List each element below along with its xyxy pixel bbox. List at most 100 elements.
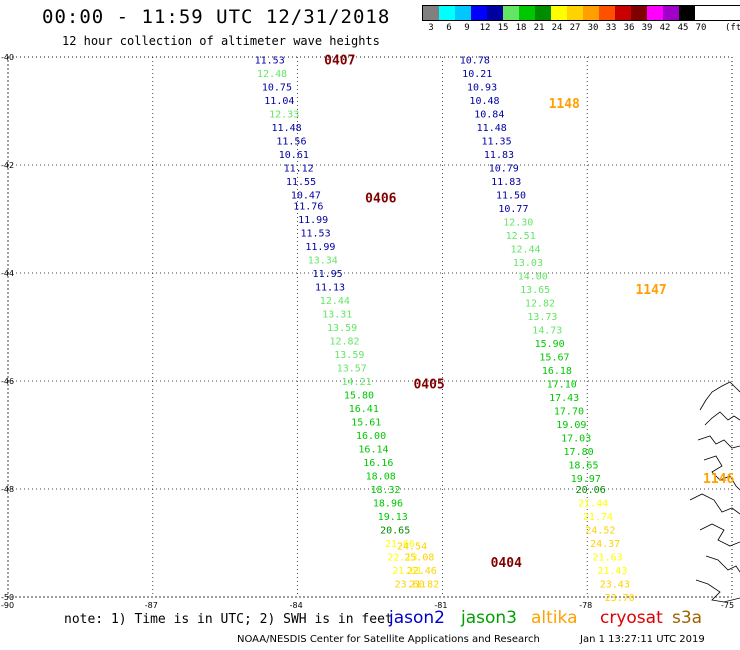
legend-swatch [567,6,583,20]
swh-value: 16.18 [542,366,572,377]
swh-value: 19.97 [571,474,601,485]
legend-swatch [599,6,615,20]
page-title: 00:00 - 11:59 UTC 12/31/2018 [42,6,391,28]
swh-value: 18.65 [568,461,598,472]
legend-label: 27 [569,23,581,33]
swh-value: 11.13 [315,283,345,294]
swh-value: 10.78 [460,56,490,67]
swh-value: 17.43 [549,393,579,404]
swh-value: 13.73 [527,312,557,323]
legend-label: 3 [428,23,434,33]
swh-value: 23.43 [600,580,630,591]
lat-tick-label: -44 [1,269,14,278]
legend-swatch [631,6,647,20]
legend-label: 70 [695,23,707,33]
swh-value: 12.51 [506,231,536,242]
legend-label: 15 [497,23,509,33]
swh-value: 11.56 [276,137,306,148]
swh-value: 19.13 [378,512,408,523]
track-label: 0405 [413,378,444,393]
swh-value: 10.48 [469,96,499,107]
coastline [689,381,740,603]
legend-swatch [663,6,679,20]
legend-swatch [615,6,631,20]
track-labels: 04070406040504041148114711461149 [324,54,734,571]
legend-label: 39 [641,23,653,33]
swh-value: 14.00 [518,272,548,283]
swh-value: 10.93 [467,83,497,94]
legend-swatch [423,6,439,20]
lon-tick-label: -87 [145,601,158,610]
swh-value: 21.61 [392,566,422,577]
swh-value: 11.48 [477,123,507,134]
legend-swatch [535,6,551,20]
track-label: 1148 [549,97,580,112]
swh-value: 11.53 [255,56,285,67]
swh-value: 11.55 [286,177,316,188]
swh-value: 12.82 [329,337,359,348]
swh-value: 12.30 [503,218,533,229]
swh-value: 14.21 [342,377,372,388]
swh-value: 12.48 [257,69,287,80]
swh-value: 18.08 [366,472,396,483]
legend-swatches [422,5,740,21]
lon-tick-label: -90 [1,601,14,610]
lat-tick-label: -42 [1,161,14,170]
lon-tick-label: -78 [579,601,592,610]
page-subtitle: 12 hour collection of altimeter wave hei… [62,34,380,48]
legend-swatch [647,6,663,20]
satellite-label-cryosat: cryosat [600,608,663,628]
lat-tick-label: -40 [1,53,14,62]
legend-label: 30 [587,23,599,33]
swh-value: 10.21 [462,69,492,80]
swh-value: 11.99 [298,215,328,226]
lat-tick-label: -48 [1,485,14,494]
swh-value: 11.35 [481,137,511,148]
lon-tick-label: -81 [434,601,447,610]
swh-value: 16.00 [356,431,386,442]
swh-value: 18.96 [373,499,403,510]
swh-value: 21.74 [583,512,613,523]
swh-value: 18.32 [370,485,400,496]
legend-label: 33 [605,23,617,33]
legend-label: 9 [464,23,470,33]
swh-value: 10.77 [498,204,528,215]
lon-tick-label: -75 [721,601,734,610]
satellite-label-s3a: s3a [672,608,703,628]
legend-label: 42 [659,23,671,33]
swh-value: 19.09 [556,420,586,431]
swh-value: 21.66 [385,539,415,550]
swh-value: 12.44 [320,296,350,307]
swh-value: 21.43 [597,566,627,577]
swh-value: 11.12 [284,164,314,175]
swh-value: 13.59 [334,350,364,361]
generated-timestamp: Jan 1 13:27:11 UTC 2019 [580,634,705,645]
swh-value: 17.10 [547,380,577,391]
legend-swatch [679,6,695,20]
swh-value: 11.50 [496,191,526,202]
legend-label: 12 [479,23,491,33]
swh-value: 12.33 [269,110,299,121]
swh-value: 12.82 [525,299,555,310]
swh-value: 14.73 [532,326,562,337]
lat-tick-label: -50 [1,593,14,602]
legend-label: 6 [446,23,452,33]
legend-label: 24 [551,23,563,33]
swh-values: 11.53 12.48 10.75 11.04 12.33 11.48 11.56 10.61… [255,56,635,604]
swh-value: 15.90 [535,339,565,350]
track-label: 1146 [703,472,734,487]
map-frame [7,56,733,598]
satellite-label-altika: altika [531,608,578,628]
swh-value: 13.34 [308,256,338,267]
legend-swatch [583,6,599,20]
swh-value: 12.44 [510,245,540,256]
swh-value: 13.57 [337,364,367,375]
swh-value: 11.48 [272,123,302,134]
swh-value: 10.75 [262,83,292,94]
swh-value: 10.79 [489,164,519,175]
legend-label: 18 [515,23,527,33]
swh-value: 11.95 [313,269,343,280]
swh-value: 20.65 [380,526,410,537]
track-label: 0407 [324,54,355,69]
